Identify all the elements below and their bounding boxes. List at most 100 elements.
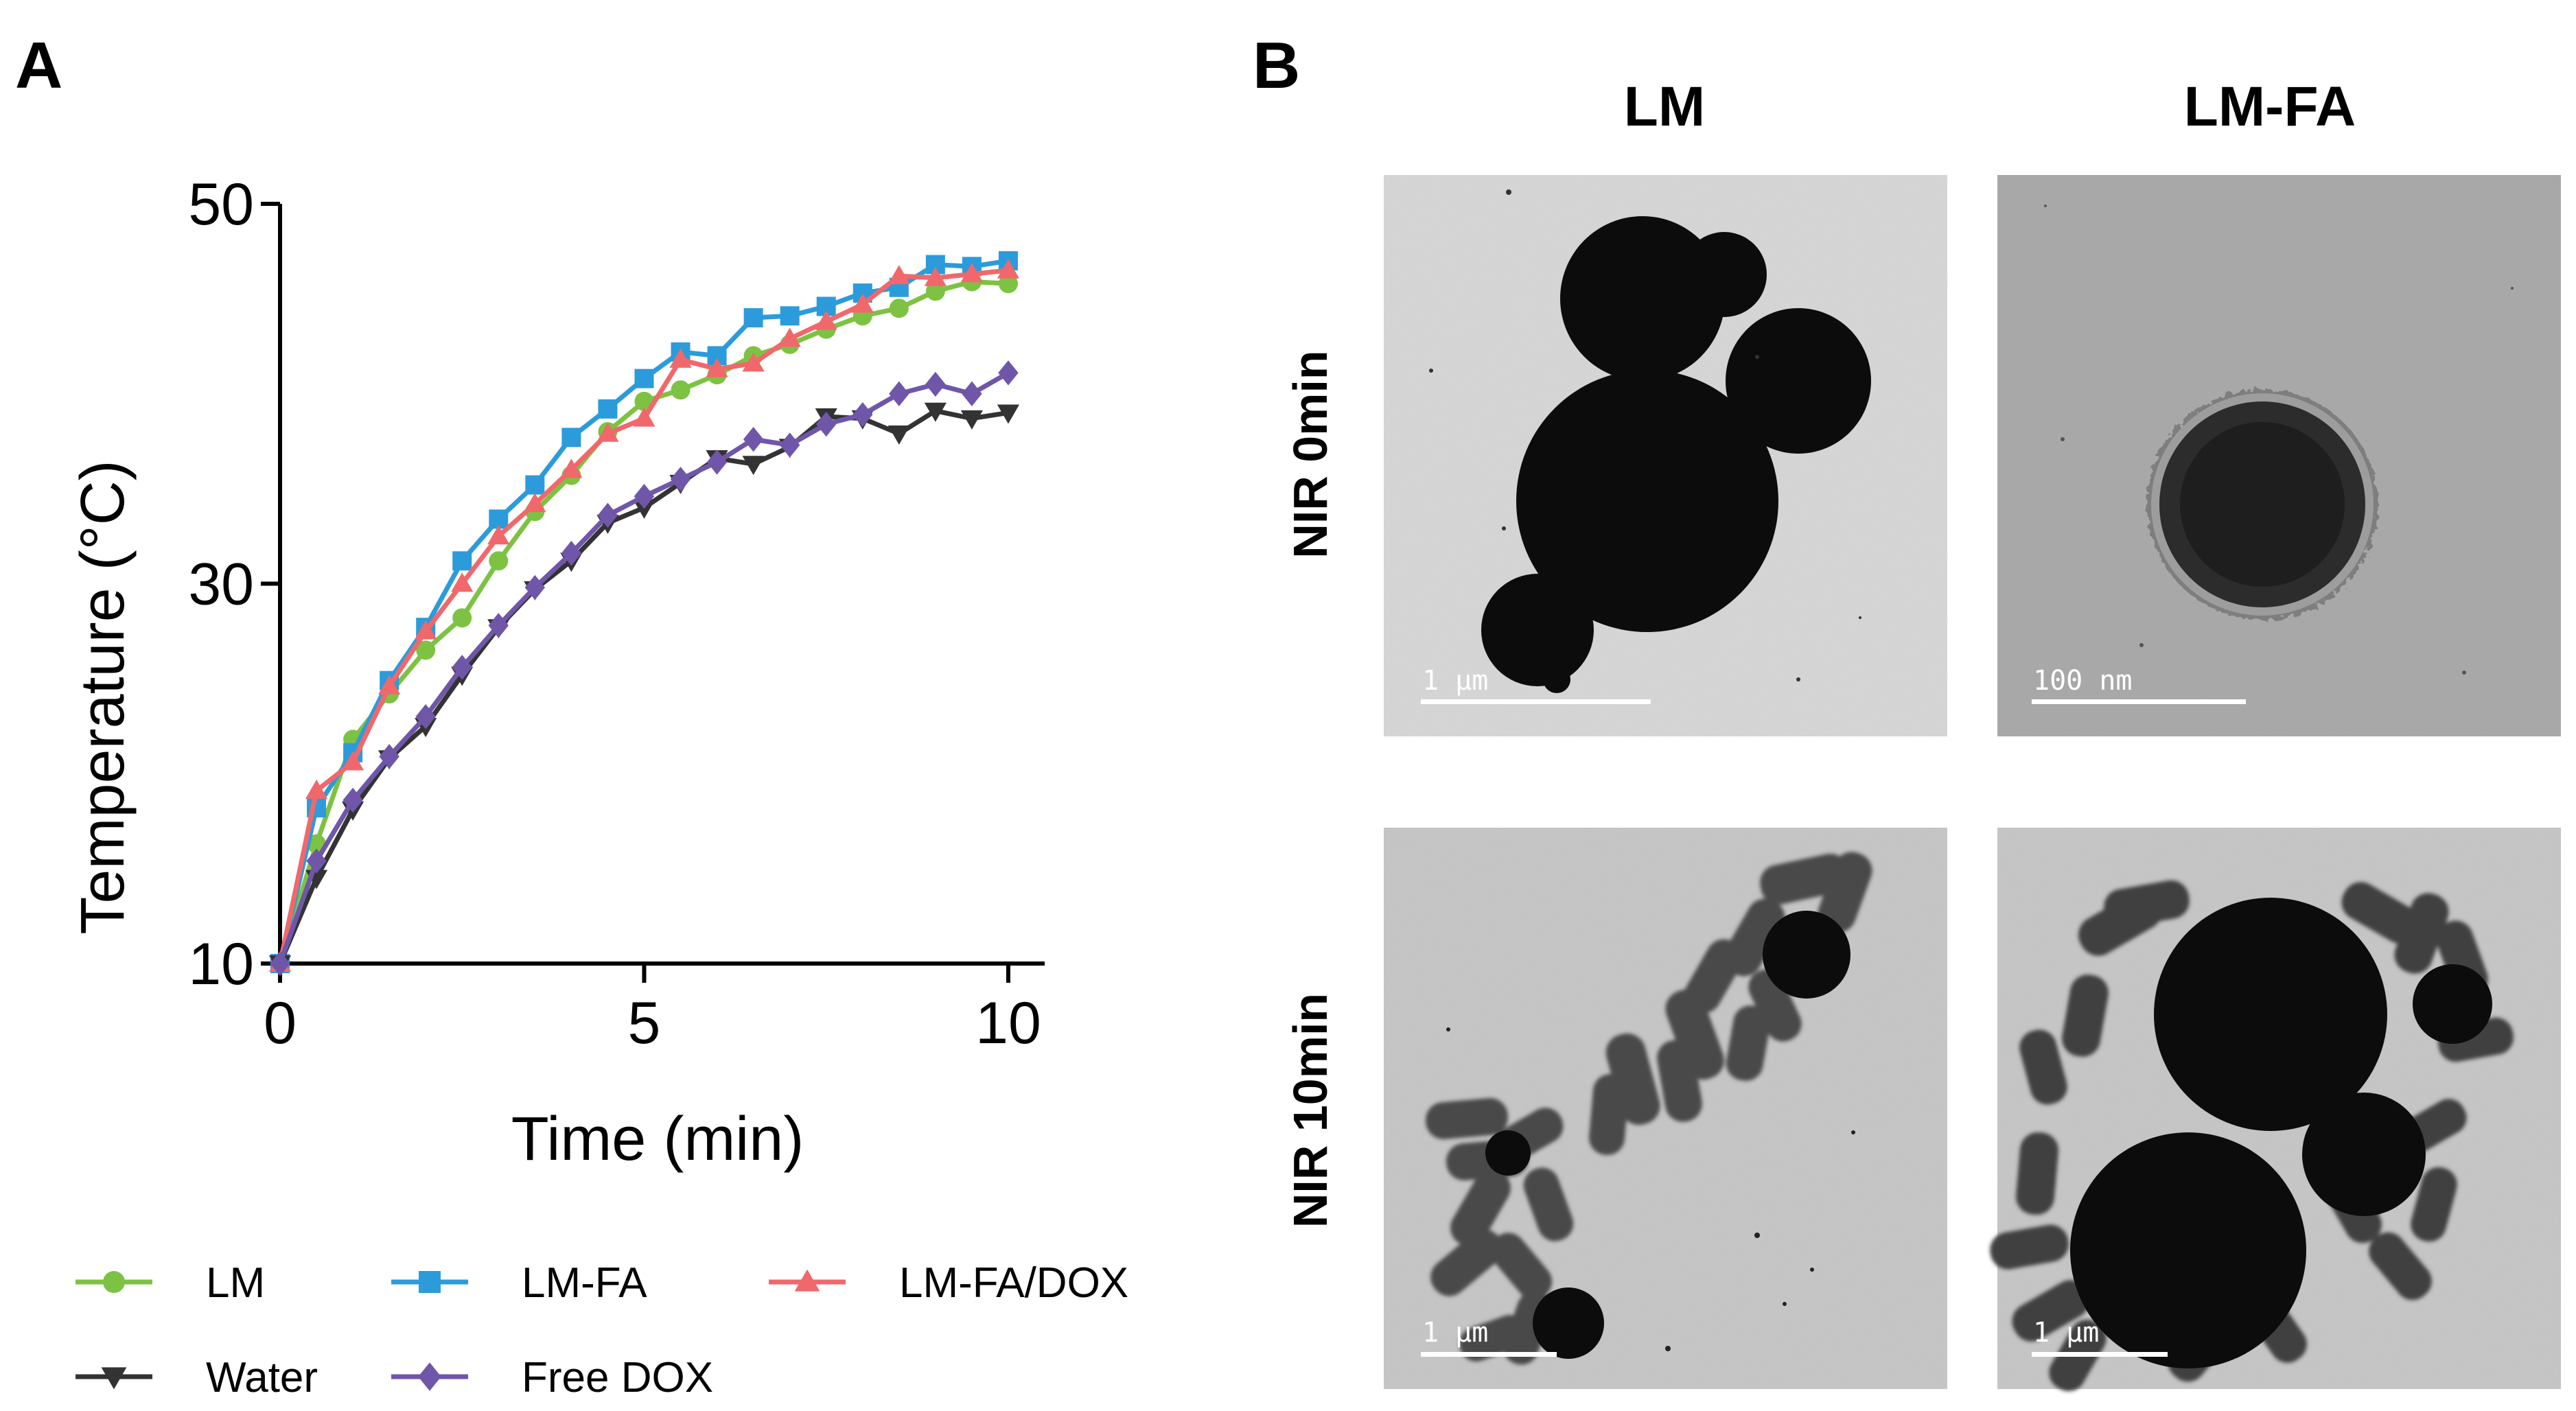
data-point-free-dox <box>488 613 509 638</box>
x-tick-label: 0 <box>264 990 297 1056</box>
legend-marker <box>419 1271 441 1293</box>
data-point-lm-fa-dox <box>487 525 510 545</box>
data-point-free-dox <box>998 360 1019 386</box>
data-point-lm-fa <box>743 308 763 328</box>
legend-marker <box>103 1271 125 1293</box>
data-point-lm-fa-dox <box>706 358 728 377</box>
data-point-lm-fa-dox <box>669 348 692 368</box>
data-point-water <box>887 425 910 445</box>
x-tick-label: 10 <box>975 990 1041 1056</box>
data-point-lm <box>452 608 472 628</box>
data-point-water <box>633 499 655 519</box>
data-point-lm-fa-dox <box>524 493 546 513</box>
data-point-free-dox <box>415 704 436 730</box>
data-point-free-dox <box>779 432 800 458</box>
legend-item-water: Water <box>76 1354 318 1401</box>
chart-legend: LM LM-FA LM-FA/DOX Water Free DOX <box>76 1259 1128 1401</box>
chart-axes <box>278 204 1045 966</box>
y-axis-title: Temperature (°C) <box>69 460 137 934</box>
legend-marker <box>101 1367 127 1390</box>
data-point-free-dox <box>889 381 909 406</box>
x-tick-label: 5 <box>628 990 661 1056</box>
legend-label: LM-FA <box>522 1259 647 1307</box>
data-point-lm-fa-dox <box>341 751 364 771</box>
legend-label: LM <box>206 1259 265 1307</box>
data-point-lm-fa <box>561 428 581 447</box>
legend-label: LM-FA/DOX <box>899 1259 1128 1307</box>
data-point-free-dox <box>743 426 764 452</box>
data-point-lm <box>489 551 509 571</box>
legend-label: Free DOX <box>522 1354 713 1401</box>
legend-marker <box>418 1362 441 1391</box>
series-free-dox <box>270 360 1019 977</box>
legend-marker <box>794 1269 820 1292</box>
series-line-free-dox <box>277 371 1010 965</box>
panel-letter-a: A <box>15 29 62 102</box>
data-point-lm-fa-dox <box>305 780 328 800</box>
data-point-water <box>960 410 984 430</box>
legend-item-lm-fa-dox: LM-FA/DOX <box>769 1259 1128 1307</box>
data-point-lm-fa <box>598 399 618 419</box>
data-point-free-dox <box>561 541 582 566</box>
data-point-free-dox <box>343 787 363 813</box>
legend-item-free-dox: Free DOX <box>391 1354 713 1401</box>
y-tick-label: 50 <box>188 172 254 237</box>
tem-image-lm-fa-10min: 1 μm <box>1990 828 2561 1391</box>
data-point-free-dox <box>706 450 728 475</box>
data-point-lm <box>925 281 945 301</box>
data-point-lm-fa-dox <box>997 259 1020 279</box>
data-point-lm <box>671 380 691 400</box>
data-point-water <box>997 404 1020 424</box>
data-point-lm-fa-dox <box>378 675 401 695</box>
data-point-lm-fa <box>452 551 472 571</box>
data-point-free-dox <box>670 467 691 492</box>
data-point-lm <box>889 299 909 318</box>
data-point-lm-fa-dox <box>415 620 437 640</box>
column-header-lm: LM <box>1624 75 1705 138</box>
scale-bar-label: 1 μm <box>1422 1317 1488 1349</box>
row-header-nir-0min: NIR 0min <box>1284 350 1337 558</box>
data-point-free-dox <box>925 371 946 397</box>
panel-letter-b: B <box>1253 29 1300 102</box>
data-point-lm <box>998 274 1018 294</box>
series-lm-fa <box>270 251 1018 973</box>
data-point-free-dox <box>306 848 327 874</box>
legend-item-lm-fa: LM-FA <box>391 1259 647 1307</box>
data-point-lm-fa-dox <box>451 572 474 592</box>
tem-image-lm-0min: 1 μm <box>1384 175 1947 736</box>
row-header-nir-10min: NIR 10min <box>1284 993 1337 1228</box>
y-tick-label: 30 <box>188 552 254 618</box>
data-point-lm-fa-dox <box>742 352 765 372</box>
column-header-lm-fa: LM-FA <box>2184 75 2356 138</box>
data-point-lm-fa <box>780 306 800 326</box>
data-point-lm-fa-dox <box>596 422 619 442</box>
data-point-lm-fa-dox <box>960 263 984 283</box>
data-point-lm-fa-dox <box>778 327 801 347</box>
data-point-free-dox <box>816 411 837 437</box>
data-point-water <box>924 402 947 422</box>
series-line-lm-fa <box>277 258 1009 964</box>
data-point-free-dox <box>452 655 472 680</box>
data-point-free-dox <box>634 483 655 509</box>
data-point-free-dox <box>962 381 982 406</box>
scale-bar-label: 1 μm <box>1422 665 1488 697</box>
chart-ticks: 10 30 50 0 5 10 <box>188 172 1041 1056</box>
data-point-lm-fa-dox <box>815 310 837 330</box>
scale-bar-label: 100 nm <box>2033 665 2133 697</box>
data-point-lm-fa <box>634 369 654 388</box>
chart-series <box>268 251 1020 977</box>
data-point-free-dox <box>270 951 290 977</box>
scale-bar-label: 1 μm <box>2033 1317 2099 1349</box>
data-point-lm <box>416 640 436 660</box>
tem-panel: LM LM-FA NIR 0min NIR 10min 1 μm <box>1284 75 2561 1391</box>
data-point-free-dox <box>597 502 618 528</box>
data-point-lm-fa-dox <box>851 293 874 313</box>
data-point-lm-fa-dox <box>633 407 655 427</box>
series-lm-fa-dox <box>268 259 1020 972</box>
legend-label: Water <box>206 1354 318 1401</box>
legend-item-lm: LM <box>76 1259 265 1307</box>
data-point-water <box>742 456 765 476</box>
tem-image-lm-10min: 1 μm <box>1384 828 1947 1389</box>
x-axis-title: Time (min) <box>511 1105 804 1174</box>
